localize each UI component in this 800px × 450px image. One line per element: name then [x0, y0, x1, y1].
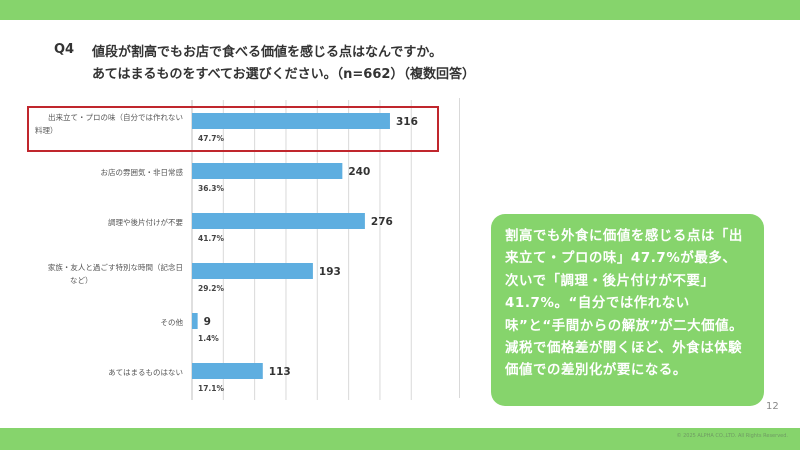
- percent-label: 36.3%: [198, 184, 225, 193]
- category-label: 家族・友人と過ごす特別な時間（記念日: [48, 262, 183, 272]
- bottom-band: [0, 428, 800, 450]
- percent-label: 41.7%: [198, 234, 225, 243]
- bar: [192, 263, 313, 279]
- summary-callout: 割高でも外食に価値を感じる点は「出来立て・プロの味」47.7%が最多、次いで「調…: [491, 214, 764, 406]
- category-label: 出来立て・プロの味（自分では作れない: [48, 112, 183, 122]
- percent-label: 1.4%: [198, 334, 219, 343]
- percent-label: 47.7%: [198, 134, 225, 143]
- page-number: 12: [766, 401, 779, 412]
- bar: [192, 213, 365, 229]
- top-band: [0, 0, 800, 20]
- copyright-text: © 2025 ALPHA CO.,LTD. All Rights Reserve…: [676, 433, 789, 439]
- question-label: Q4: [54, 42, 75, 57]
- category-label: 調理や後片付けが不要: [108, 217, 183, 227]
- bar: [192, 313, 198, 329]
- divider-line: [459, 98, 460, 398]
- bar-value-label: 276: [371, 216, 393, 228]
- category-label: あてはまるものはない: [108, 368, 183, 377]
- question-title-line1: 値段が割高でもお店で食べる価値を感じる点はなんですか。: [92, 45, 443, 60]
- category-label: など）: [70, 276, 93, 285]
- percent-label: 17.1%: [198, 384, 225, 393]
- bar-value-label: 193: [319, 266, 341, 278]
- bar-value-label: 113: [269, 366, 291, 378]
- bar-value-label: 9: [204, 316, 211, 328]
- category-label: その他: [161, 317, 184, 327]
- bar-value-label: 240: [348, 166, 370, 178]
- bar: [192, 363, 263, 379]
- summary-text: 割高でも外食に価値を感じる点は「出来立て・プロの味」47.7%が最多、次いで「調…: [505, 229, 744, 379]
- bar: [192, 163, 343, 179]
- category-label: 料理）: [35, 125, 58, 135]
- percent-label: 29.2%: [198, 284, 225, 293]
- question-title: 値段が割高でもお店で食べる価値を感じる点はなんですか。 あてはまるものをすべてお…: [92, 42, 652, 86]
- bar-value-label: 316: [396, 116, 418, 128]
- category-label: お店の雰囲気・非日常感: [101, 167, 184, 177]
- highlight-box: [27, 106, 439, 152]
- bar: [192, 113, 390, 129]
- question-title-line2: あてはまるものをすべてお選びください。（n=662）（複数回答）: [92, 67, 475, 82]
